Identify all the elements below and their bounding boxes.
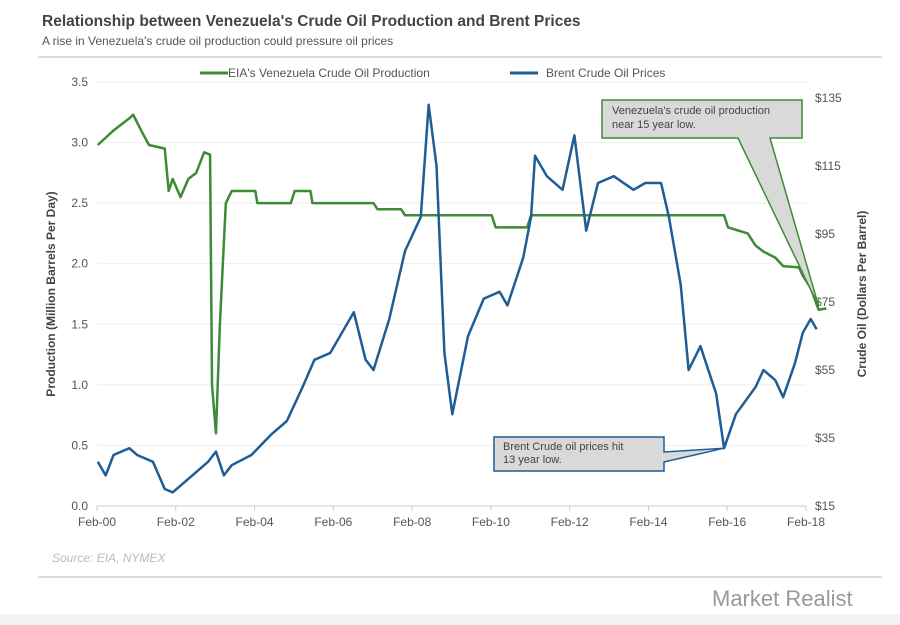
- divider: [38, 576, 882, 578]
- divider: [38, 56, 882, 58]
- x-tick-label: Feb-16: [708, 515, 746, 529]
- x-tick-label: Feb-02: [157, 515, 195, 529]
- chart-title: Relationship between Venezuela's Crude O…: [42, 13, 581, 30]
- y2-tick-label: $135: [815, 91, 842, 105]
- y-tick-label: 0.0: [71, 499, 88, 513]
- callout-production: [601, 99, 820, 307]
- bottom-bar: [0, 614, 900, 625]
- callout-text: 13 year low.: [503, 454, 562, 466]
- y-tick-label: 3.0: [71, 136, 88, 150]
- x-tick-label: Feb-10: [472, 515, 510, 529]
- y-tick-label: 2.0: [71, 257, 88, 271]
- x-tick-label: Feb-00: [78, 515, 116, 529]
- source-note: Source: EIA, NYMEX: [52, 551, 166, 565]
- x-tick-label: Feb-04: [236, 515, 274, 529]
- callout-text: near 15 year low.: [612, 119, 696, 131]
- y-axis-label: Production (Million Barrels Per Day): [44, 191, 58, 396]
- y2-axis-label: Crude Oil (Dollars Per Barrel): [855, 211, 869, 378]
- legend-label: EIA's Venezuela Crude Oil Production: [228, 66, 430, 80]
- production-line: [96, 113, 827, 435]
- callout-text: Venezuela's crude oil production: [612, 105, 770, 117]
- x-tick-label: Feb-06: [314, 515, 352, 529]
- y-tick-label: 3.5: [71, 75, 88, 89]
- y2-tick-label: $55: [815, 363, 835, 377]
- y2-tick-label: $115: [815, 159, 841, 173]
- x-tick-label: Feb-18: [787, 515, 825, 529]
- y2-tick-label: $35: [815, 431, 835, 445]
- y2-tick-label: $75: [815, 295, 835, 309]
- brent-line: [96, 103, 818, 494]
- chart: 0.0 0.5 1.0 1.5 2.0 2.5 3.0 3.5 $15 $35 $55 $75 $95 $…: [44, 66, 869, 529]
- x-tick-label: Feb-14: [629, 515, 667, 529]
- callout-text: Brent Crude oil prices hit: [503, 441, 623, 453]
- chart-subtitle: A rise in Venezuela's crude oil producti…: [42, 34, 394, 48]
- callout-brent: [493, 436, 725, 472]
- brand-logo: Market Realist: [712, 586, 853, 611]
- x-tick-label: Feb-12: [551, 515, 589, 529]
- y2-tick-label: $95: [815, 227, 835, 241]
- y-tick-label: 0.5: [71, 438, 88, 452]
- y-tick-label: 2.5: [71, 196, 88, 210]
- y-tick-label: 1.0: [71, 378, 88, 392]
- y-tick-label: 1.5: [71, 317, 88, 331]
- x-tick-label: Feb-08: [393, 515, 431, 529]
- y2-tick-label: $15: [815, 499, 835, 513]
- legend-label: Brent Crude Oil Prices: [546, 66, 665, 80]
